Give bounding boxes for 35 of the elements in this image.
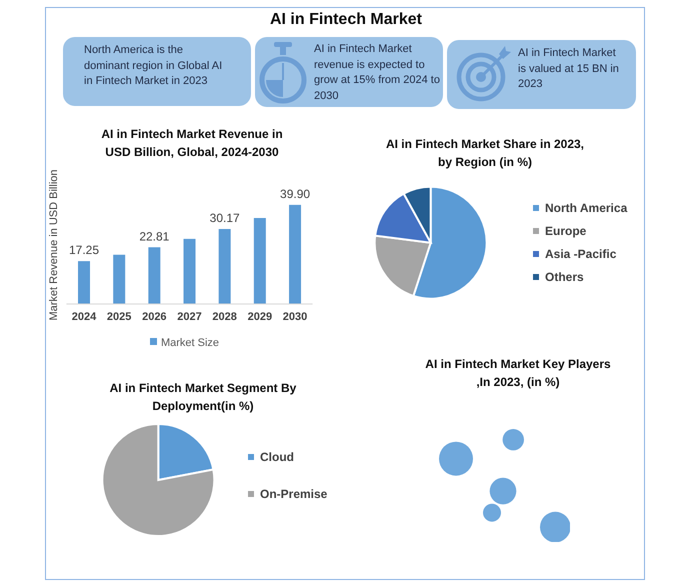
legend-label: Others bbox=[545, 270, 584, 284]
bar bbox=[289, 204, 302, 304]
legend-label: Asia -Pacific bbox=[545, 246, 616, 260]
text: AI in Fintech Market bbox=[270, 11, 422, 28]
bar bbox=[184, 238, 196, 304]
x-tick-label: 2030 bbox=[282, 310, 308, 323]
chart-title: AI in Fintech Market Segment By Deployment(in %) bbox=[110, 381, 296, 413]
data-label: 17.25 bbox=[68, 243, 100, 258]
text: North America is the dominant region in Global AI in Fintech Market in 2023 bbox=[84, 44, 222, 87]
x-tick-label: 2026 bbox=[142, 310, 167, 323]
bar bbox=[218, 229, 231, 304]
x-tick-label: 2028 bbox=[212, 310, 237, 323]
bar bbox=[148, 247, 160, 304]
legend-label: On-Premise bbox=[260, 487, 328, 501]
text: AI in Fintech Market is valued at 15 BN in 2023 bbox=[518, 47, 619, 90]
chart-title: AI in Fintech Market Revenue in USD Billion, Global, 2024-2030 bbox=[101, 127, 283, 159]
bar bbox=[254, 218, 266, 304]
chart-title: AI in Fintech Market Share in 2023, by Region (in %) bbox=[386, 137, 584, 169]
y-axis-title: Market Revenue in USD Billion bbox=[48, 170, 60, 321]
legend-label: Market Size bbox=[160, 337, 220, 349]
x-tick-label: 2025 bbox=[106, 310, 132, 323]
legend-label: North America bbox=[545, 200, 628, 214]
text: AI in Fintech Market Key Players ,In 2023, (in %) bbox=[425, 357, 611, 389]
data-label: 39.90 bbox=[280, 186, 310, 201]
text: AI in Fintech Market revenue is expected to grow at 15% from 2024 to 2030 bbox=[314, 43, 440, 102]
legend-label: Cloud bbox=[260, 450, 294, 464]
x-tick-label: 2024 bbox=[72, 310, 98, 323]
legend-label: Europe bbox=[545, 224, 586, 238]
data-label: 22.81 bbox=[139, 229, 170, 244]
data-label: 30.17 bbox=[210, 211, 240, 226]
bar bbox=[78, 261, 90, 304]
x-tick-label: 2029 bbox=[248, 310, 272, 323]
pie-slice bbox=[101, 423, 216, 537]
bar bbox=[113, 254, 126, 304]
x-tick-label: 2027 bbox=[177, 310, 202, 323]
